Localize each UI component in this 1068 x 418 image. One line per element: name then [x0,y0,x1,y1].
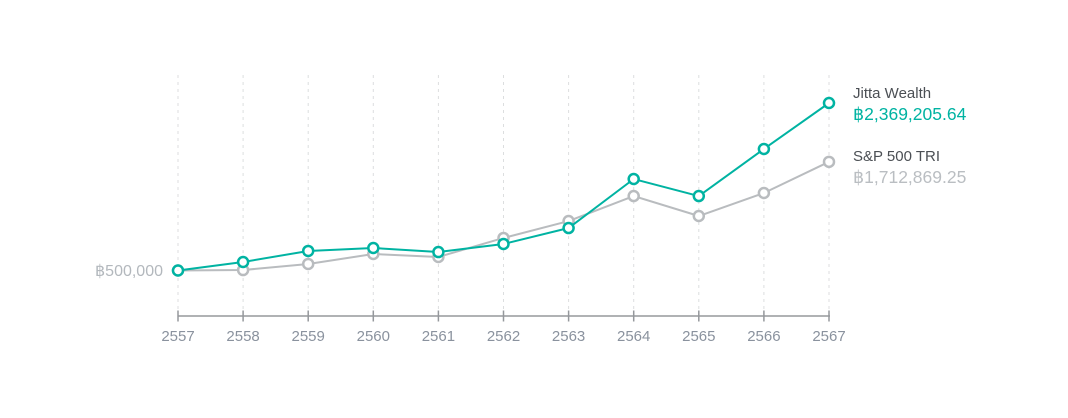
legend-label-sp500-tri: S&P 500 TRI [853,148,940,165]
x-axis-group: 2557 2558 2559 2560 2561 2562 2563 2564 2565 2566… [161,310,846,345]
series-group [171,96,836,277]
legend-label-jitta-wealth: Jitta Wealth [853,85,932,102]
x-axis-tick-label: 2566 [747,328,780,345]
jitta-wealth-marker[interactable] [822,96,836,110]
jitta-wealth-marker[interactable] [562,221,575,235]
x-axis-tick-label: 2558 [226,328,259,345]
jitta-wealth-marker[interactable] [367,241,380,255]
jitta-wealth-marker[interactable] [757,142,771,156]
x-axis-tick-label: 2562 [487,328,520,345]
legend-value-sp500-tri: ฿1,712,869.25 [853,167,967,187]
legend-value-jitta-wealth: ฿2,369,205.64 [853,104,967,124]
sp500-tri-marker[interactable] [692,209,706,223]
jitta-wealth-marker[interactable] [236,255,250,269]
sp500-tri-marker[interactable] [301,257,315,271]
legend-item-sp500-tri: S&P 500 TRI ฿1,712,869.25 [853,147,966,188]
x-axis-tick-label: 2567 [812,328,845,345]
jitta-wealth-marker[interactable] [497,237,510,251]
chart-legend: Jitta Wealth ฿2,369,205.64 S&P 500 TRI ฿… [853,84,966,188]
x-axis-tick-label: 2564 [617,328,650,345]
sp500-tri-marker[interactable] [822,155,836,169]
x-axis-tick-label: 2565 [682,328,715,345]
x-axis-tick-label: 2557 [161,328,194,345]
gridlines-group [177,75,830,316]
legend-item-jitta-wealth: Jitta Wealth ฿2,369,205.64 [853,84,966,125]
x-axis-tick-label: 2561 [422,328,455,345]
sp500-tri-marker[interactable] [757,186,771,200]
jitta-wealth-marker[interactable] [171,264,185,277]
baseline-value-label: ฿500,000 [95,263,163,280]
jitta-wealth-marker[interactable] [627,172,640,186]
jitta-wealth-marker[interactable] [301,244,315,258]
jitta-wealth-marker[interactable] [692,189,706,203]
x-axis-tick-label: 2563 [552,328,585,345]
x-axis-tick-label: 2559 [292,328,325,345]
jitta-wealth-marker[interactable] [432,245,445,259]
sp500-tri-marker[interactable] [627,189,640,203]
x-axis-tick-label: 2560 [357,328,390,345]
